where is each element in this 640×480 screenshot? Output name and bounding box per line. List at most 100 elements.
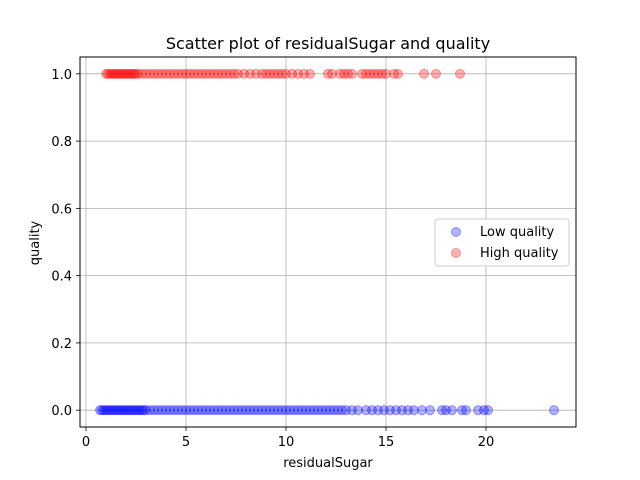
high-quality-point [245, 68, 255, 79]
high-quality-point [265, 68, 275, 79]
legend-box [434, 218, 570, 267]
low-quality-point [123, 405, 133, 416]
low-quality-point [209, 405, 219, 416]
high-quality-point [251, 68, 261, 79]
high-quality-point [335, 68, 345, 79]
high-quality-point [125, 68, 135, 79]
low-quality-point [457, 405, 467, 416]
high-quality-point [119, 68, 129, 79]
low-quality-point [241, 405, 251, 416]
y-tick-label: 0.4 [51, 270, 72, 285]
low-quality-point [169, 405, 179, 416]
high-quality-point [145, 68, 155, 79]
high-quality-point [197, 68, 207, 79]
high-quality-point [105, 68, 115, 79]
low-quality-point [101, 405, 111, 416]
low-quality-point [483, 405, 493, 416]
low-quality-point [549, 405, 559, 416]
high-quality-point [117, 68, 127, 79]
high-quality-point [225, 68, 235, 79]
x-tick-label: 0 [82, 435, 90, 450]
high-quality-point [257, 68, 267, 79]
low-quality-point [157, 405, 167, 416]
low-quality-point [193, 405, 203, 416]
high-quality-point [133, 68, 143, 79]
low-quality-point [233, 405, 243, 416]
high-quality-point [157, 68, 167, 79]
low-quality-point [379, 405, 389, 416]
x-axis-label: residualSugar [283, 456, 373, 471]
low-quality-point [237, 405, 247, 416]
low-quality-point [111, 405, 121, 416]
low-quality-point [317, 405, 327, 416]
low-quality-point [273, 405, 283, 416]
low-quality-point [161, 405, 171, 416]
low-quality-point [245, 405, 255, 416]
low-quality-point [409, 405, 419, 416]
low-quality-point [229, 405, 239, 416]
high-quality-point [111, 68, 121, 79]
axis-ticks: 0 5 10 15 20 0.0 0.2 0.4 0.6 0.8 1.0 [51, 68, 494, 450]
high-quality-point [327, 68, 337, 79]
low-quality-point [221, 405, 231, 416]
low-quality-point [177, 405, 187, 416]
high-quality-point [177, 68, 187, 79]
high-quality-point [209, 68, 219, 79]
low-quality-point [135, 405, 145, 416]
low-quality-point [269, 405, 279, 416]
high-quality-point [129, 68, 139, 79]
high-quality-point [233, 68, 243, 79]
low-quality-point [103, 405, 113, 416]
high-quality-point [185, 68, 195, 79]
low-quality-point [385, 405, 395, 416]
low-quality-point [341, 405, 351, 416]
high-quality-point [419, 68, 429, 79]
high-quality-point [377, 68, 387, 79]
low-quality-point [153, 405, 163, 416]
high-quality-point [261, 68, 271, 79]
legend-label-low-quality: Low quality [480, 225, 555, 240]
low-quality-point [403, 405, 413, 416]
high-quality-point [153, 68, 163, 79]
low-quality-point [313, 405, 323, 416]
high-quality-point [381, 68, 391, 79]
low-quality-point [417, 405, 427, 416]
low-quality-point [113, 405, 123, 416]
high-quality-point [393, 68, 403, 79]
low-quality-point [141, 405, 151, 416]
low-quality-point [281, 405, 291, 416]
low-quality-point [253, 405, 263, 416]
high-quality-point [217, 68, 227, 79]
legend-label-high-quality: High quality [480, 246, 559, 261]
low-quality-point [337, 405, 347, 416]
chart-title: Scatter plot of residualSugar and qualit… [166, 34, 490, 53]
low-quality-point [333, 405, 343, 416]
high-quality-point [339, 68, 349, 79]
y-tick-label: 0.0 [51, 404, 72, 419]
low-quality-point [347, 405, 357, 416]
low-quality-point [249, 405, 259, 416]
low-quality-point [127, 405, 137, 416]
low-quality-point [107, 405, 117, 416]
legend-marker-high-quality [451, 248, 461, 258]
low-quality-point [265, 405, 275, 416]
low-quality-point [99, 405, 109, 416]
low-quality-point [165, 405, 175, 416]
low-quality-point [297, 405, 307, 416]
plot-area-frame [79, 56, 577, 428]
high-quality-point [369, 68, 379, 79]
low-quality-point [105, 405, 115, 416]
low-quality-point [373, 405, 383, 416]
low-quality-point [437, 405, 447, 416]
low-quality-point [309, 405, 319, 416]
low-quality-point [133, 405, 143, 416]
low-quality-point [367, 405, 377, 416]
low-quality-point [447, 405, 457, 416]
low-quality-point [461, 405, 471, 416]
high-quality-point [373, 68, 383, 79]
high-quality-point [299, 68, 309, 79]
low-quality-point [131, 405, 141, 416]
high-quality-point [193, 68, 203, 79]
high-quality-point [389, 68, 399, 79]
high-quality-point [305, 68, 315, 79]
